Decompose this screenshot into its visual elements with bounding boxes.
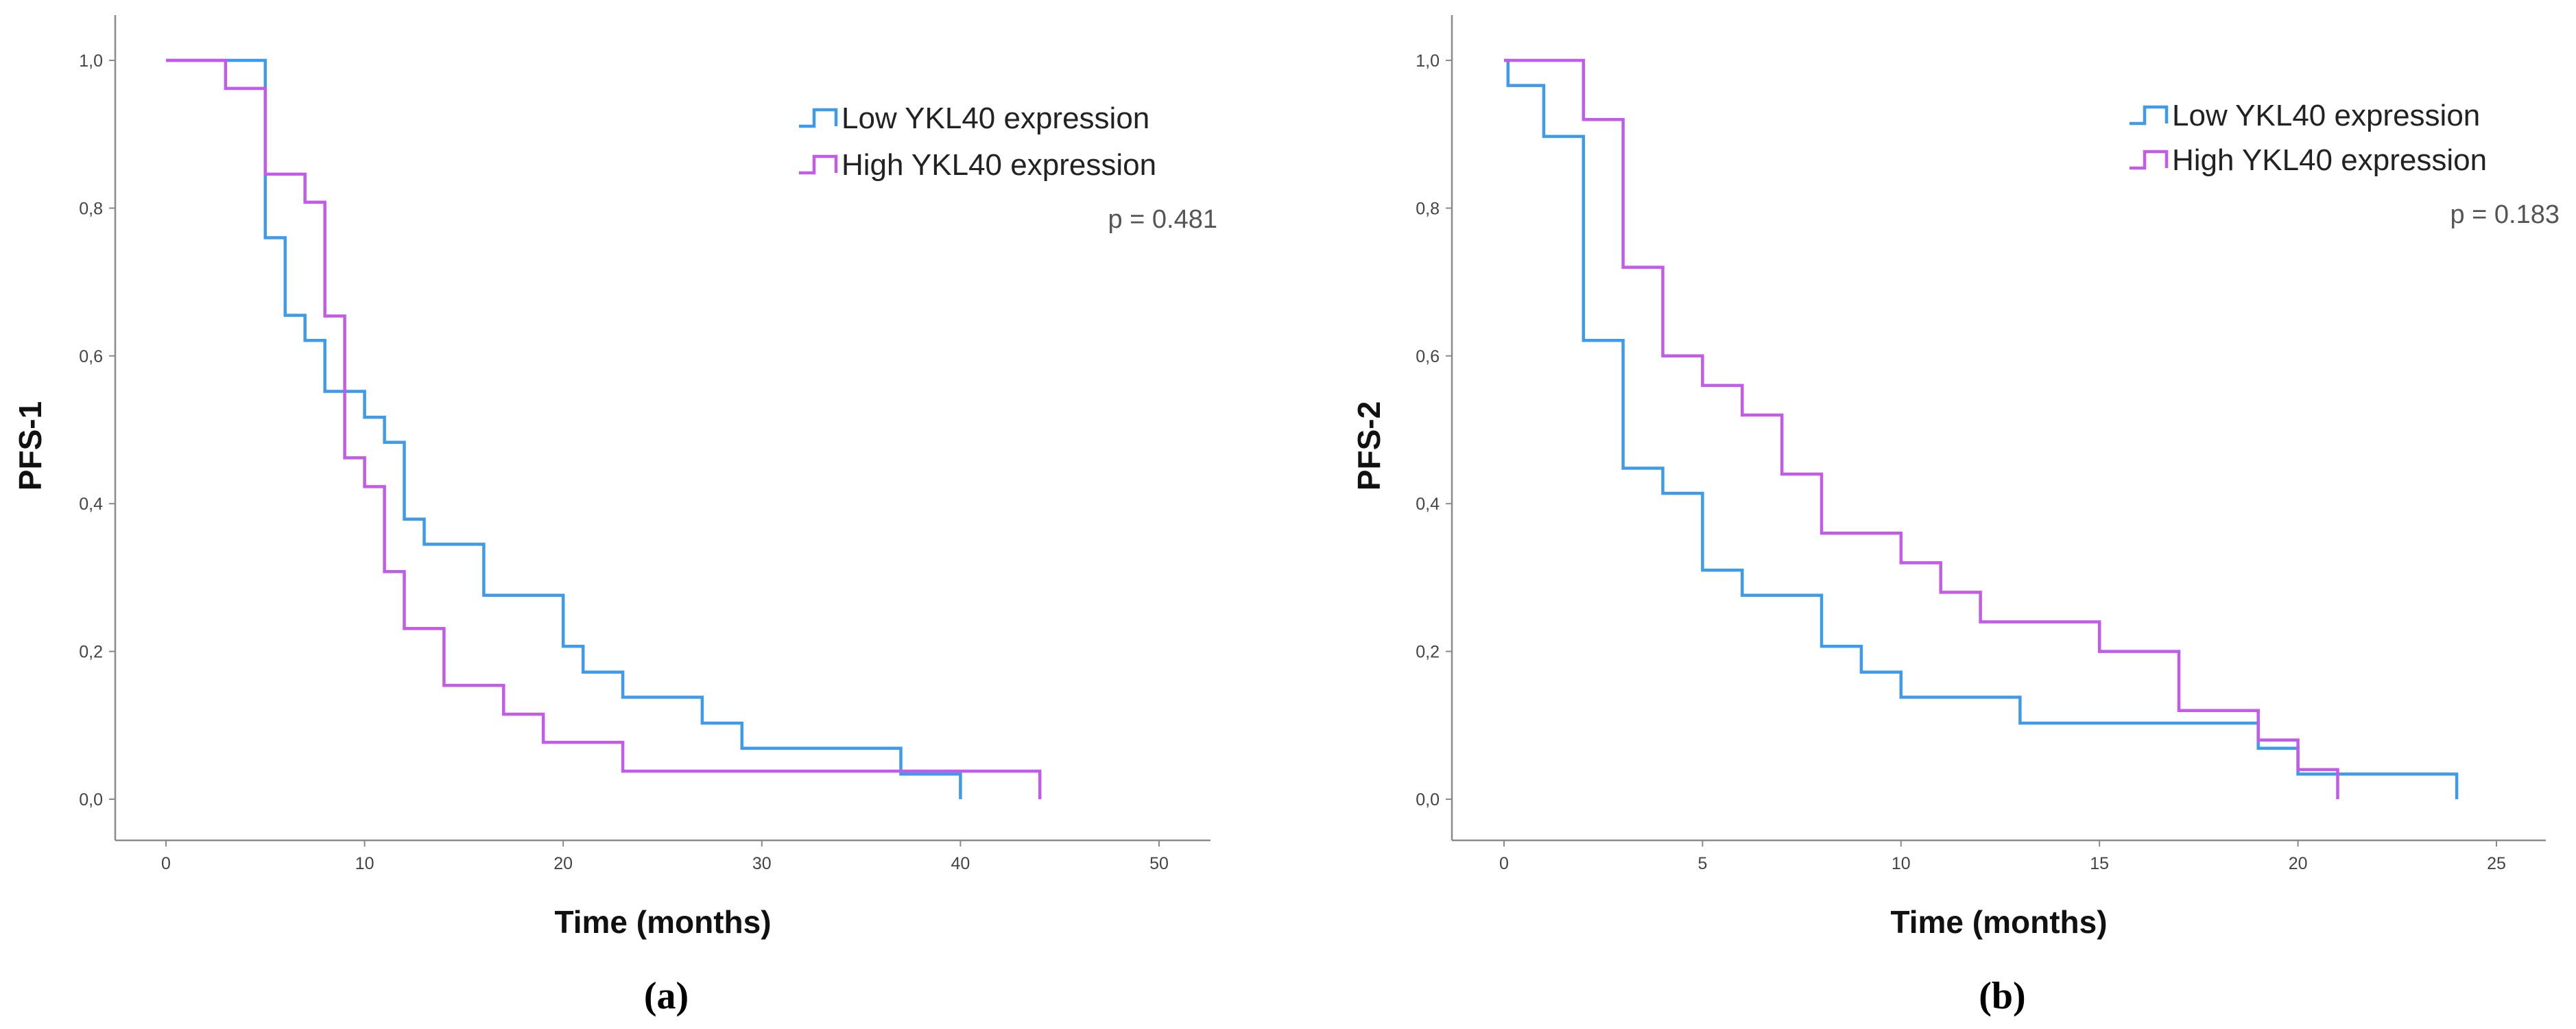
p-value-annotation: p = 0.183 <box>2450 200 2560 229</box>
y-tick-label: 0,4 <box>79 495 103 514</box>
legend-swatch <box>2130 150 2169 170</box>
y-tick-label: 0,8 <box>1416 199 1440 218</box>
km-curve-low <box>166 58 962 799</box>
y-tick-label: 1,0 <box>1416 51 1440 71</box>
km-panel-b: 0,0 0,2 0,4 0,6 0,8 1,0 0 5 10 15 20 25 PFS-2 Time (m… <box>1351 15 2560 1017</box>
panel-label: (a) <box>644 975 689 1017</box>
km-curve-high <box>166 58 1042 799</box>
legend-swatch <box>799 154 838 175</box>
x-tick-label: 5 <box>1697 854 1707 873</box>
x-axis-title: Time (months) <box>1890 904 2107 940</box>
legend-label: Low YKL40 expression <box>2172 99 2480 132</box>
legend-swatch <box>2130 105 2169 126</box>
y-tick-label: 0,6 <box>1416 347 1440 366</box>
x-tick-label: 0 <box>161 854 171 873</box>
x-tick-label: 20 <box>553 854 573 873</box>
p-value-annotation: p = 0.481 <box>1108 205 1217 234</box>
x-tick-label: 40 <box>951 854 970 873</box>
y-tick-label: 0,0 <box>79 790 103 809</box>
y-axis-title: PFS-1 <box>12 401 48 490</box>
legend-label: High YKL40 expression <box>842 148 1156 182</box>
y-tick-label: 0,2 <box>1416 643 1440 662</box>
panel-label: (b) <box>1979 975 2025 1017</box>
km-curve-high <box>1504 58 2339 799</box>
x-tick-label: 10 <box>355 854 374 873</box>
x-axis-title: Time (months) <box>554 904 771 940</box>
km-panel-a: 0,0 0,2 0,4 0,6 0,8 1,0 0 10 20 30 40 50 PFS-1 Time (… <box>12 15 1217 1017</box>
y-tick-label: 0,8 <box>79 199 103 218</box>
x-tick-label: 30 <box>752 854 772 873</box>
x-tick-label: 15 <box>2090 854 2109 873</box>
legend-label: Low YKL40 expression <box>842 102 1149 135</box>
legend-swatch <box>799 108 838 128</box>
y-tick-label: 0,6 <box>79 347 103 366</box>
y-tick-label: 0,2 <box>79 643 103 662</box>
x-tick-label: 10 <box>1892 854 1911 873</box>
x-tick-label: 25 <box>2487 854 2506 873</box>
y-axis-title: PFS-2 <box>1351 401 1387 490</box>
x-tick-label: 20 <box>2289 854 2308 873</box>
y-tick-label: 0,0 <box>1416 790 1440 809</box>
x-tick-label: 50 <box>1149 854 1169 873</box>
legend-label: High YKL40 expression <box>2172 143 2487 177</box>
y-tick-label: 0,4 <box>1416 495 1440 514</box>
y-tick-label: 1,0 <box>79 51 103 71</box>
x-tick-label: 0 <box>1499 854 1509 873</box>
